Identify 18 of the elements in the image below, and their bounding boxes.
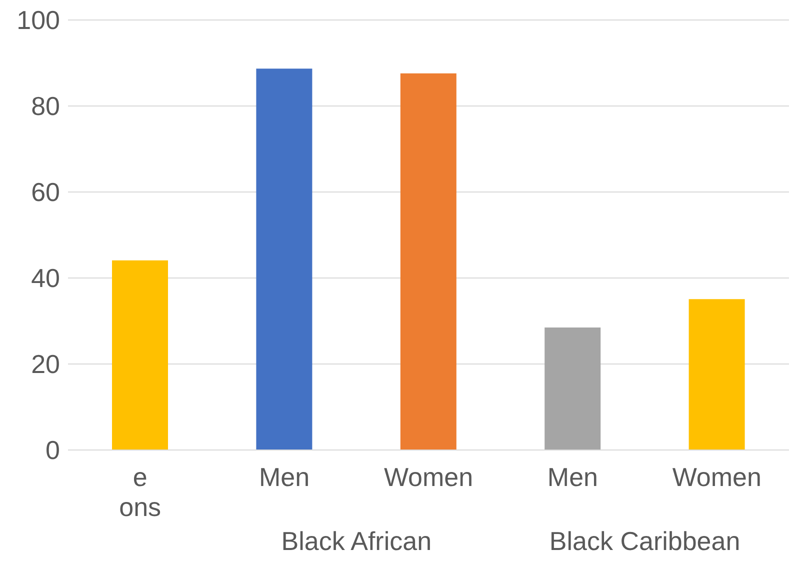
bar [688,299,745,450]
y-tick-label: 20 [31,349,60,380]
bar [400,73,456,450]
y-tick-label: 80 [31,91,60,122]
x-tick-label: Women [384,462,474,492]
x-tick-label: Men [547,462,598,492]
y-tick-label: 40 [31,263,60,294]
bar [256,68,312,450]
y-tick-label: 60 [31,177,60,208]
text: Black African [281,526,432,556]
bar [112,260,168,450]
y-tick-label: 0 [46,435,60,466]
bar [544,327,601,450]
y-tick-label: 100 [16,5,60,36]
x-tick-label: Women [672,462,762,492]
x-tick-label: Men [259,462,310,492]
text: Black Caribbean [549,526,740,556]
x-tick-label: e ons [119,462,162,522]
